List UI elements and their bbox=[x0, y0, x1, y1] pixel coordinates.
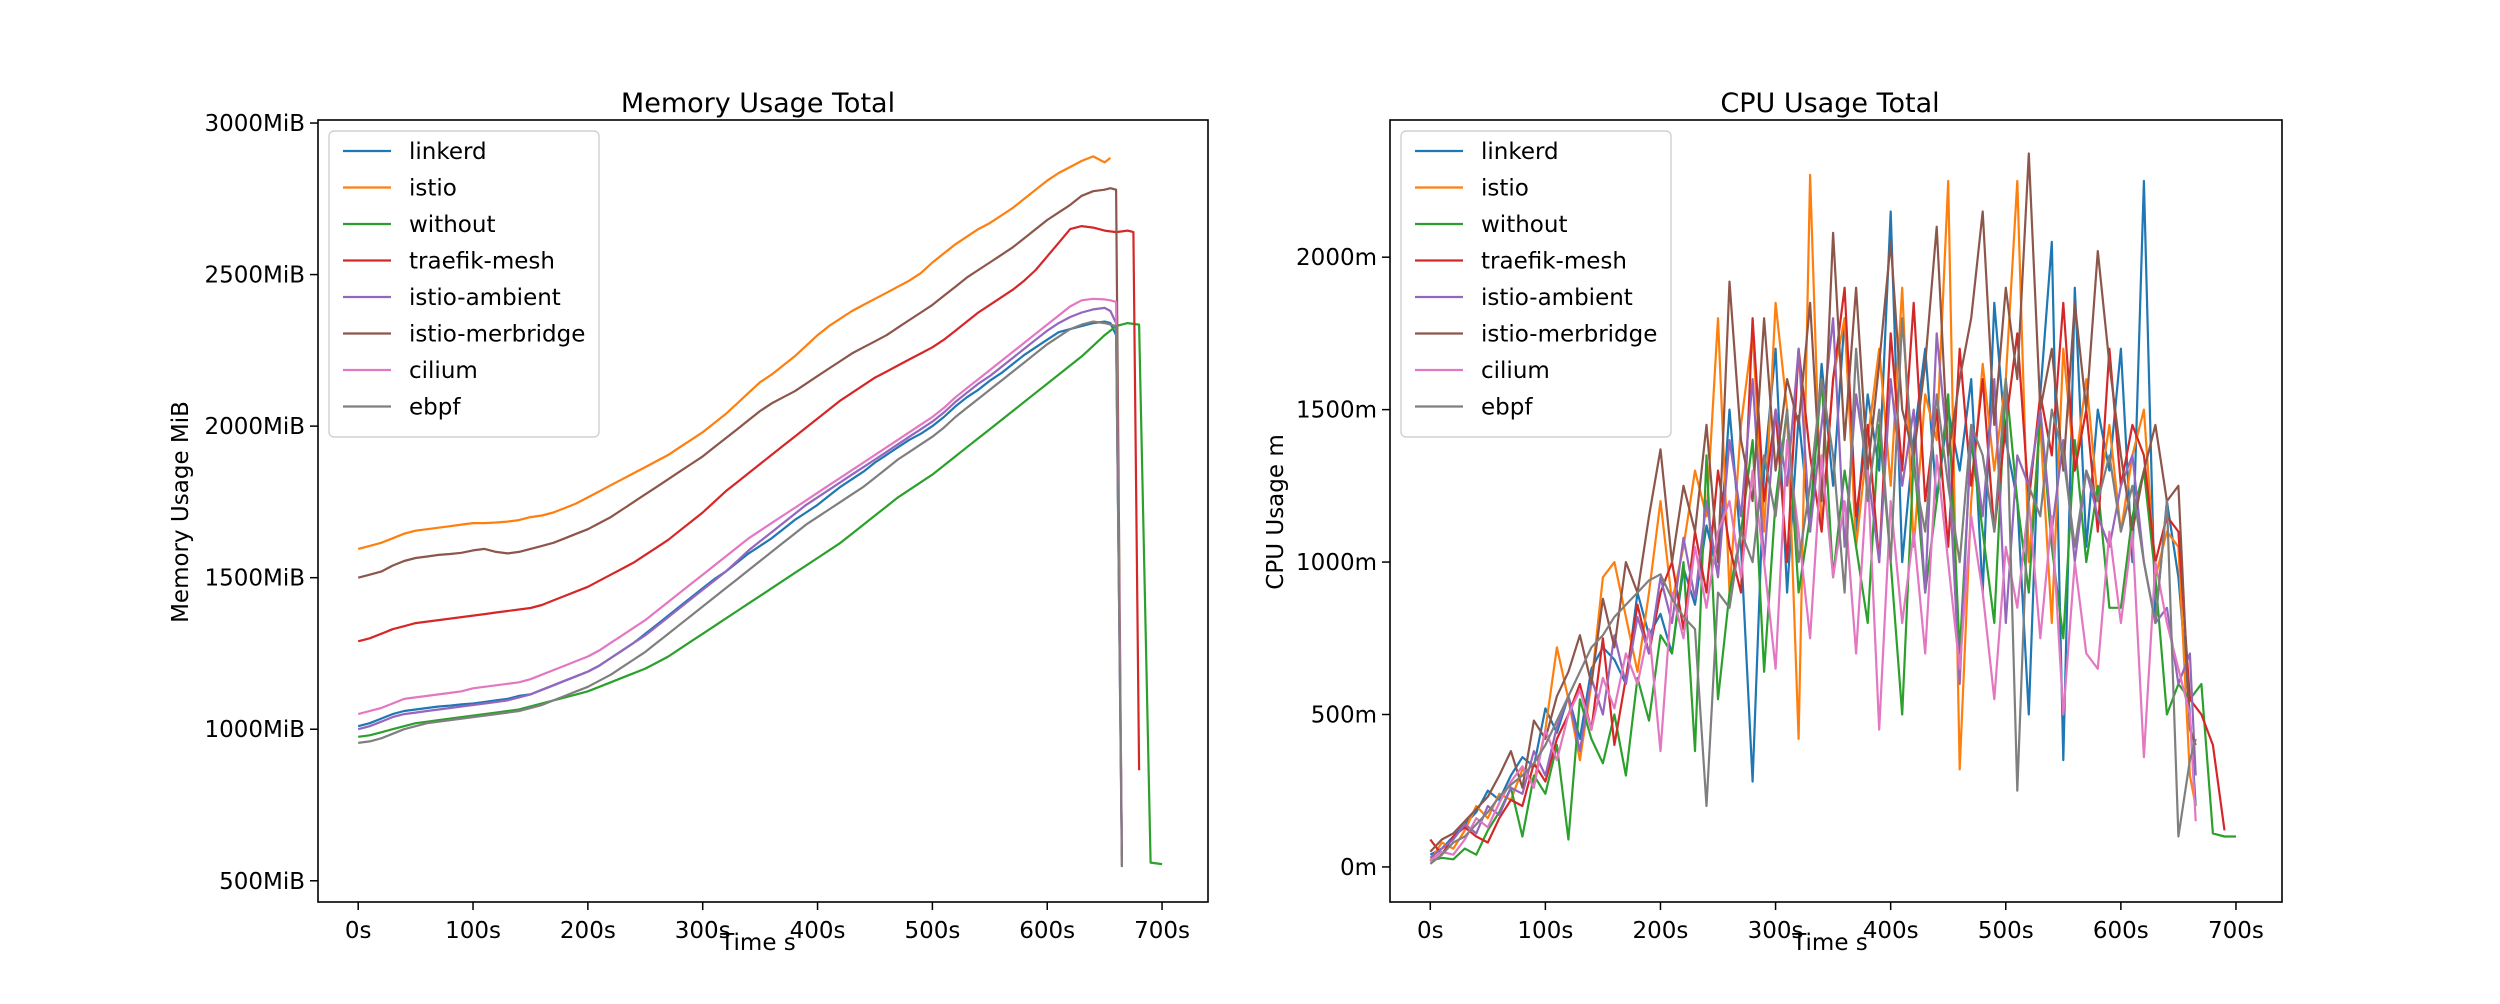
x-tick-label: 100s bbox=[445, 918, 501, 944]
plot-area: 0s 100s 200s 300s 400s 500s 600s 700s 0m 500m 1000… bbox=[1296, 119, 2283, 944]
x-tick-label: 0s bbox=[345, 918, 372, 944]
x-tick-label: 700s bbox=[2208, 918, 2264, 944]
legend-label-linkerd: linkerd bbox=[1481, 139, 1559, 165]
x-tick-label: 400s bbox=[1863, 918, 1919, 944]
series-group bbox=[357, 155, 1163, 868]
x-tick-label: 100s bbox=[1517, 918, 1573, 944]
series-line-cilium bbox=[1429, 439, 2197, 862]
memory-usage-chart: Memory Usage Total Time s Memory Usage M… bbox=[168, 88, 1209, 956]
y-tick-label: 2500MiB bbox=[204, 263, 305, 289]
legend-label-istio: istio bbox=[1481, 176, 1529, 202]
series-line-traefik-mesh bbox=[357, 225, 1141, 771]
x-axis-label: Time s bbox=[719, 930, 796, 956]
x-axis-label: Time s bbox=[1791, 930, 1868, 956]
series-line-linkerd bbox=[357, 320, 1123, 854]
series-group bbox=[1429, 152, 2236, 865]
legend-label-linkerd: linkerd bbox=[409, 139, 487, 165]
series-line-without bbox=[358, 322, 1163, 866]
y-axis-label: Memory Usage MiB bbox=[168, 401, 194, 623]
y-tick-label: 1000m bbox=[1296, 550, 1377, 576]
legend-label-traefik-mesh: traefik-mesh bbox=[409, 249, 555, 275]
y-tick-label: 2000m bbox=[1296, 245, 1377, 271]
x-tick-label: 300s bbox=[1748, 918, 1804, 944]
axes-frame bbox=[1389, 119, 2283, 903]
series-line-cilium bbox=[357, 297, 1123, 845]
legend-label-istio-merbridge: istio-merbridge bbox=[409, 322, 585, 348]
y-tick-label: 2000MiB bbox=[204, 414, 305, 440]
series-line-ebpf bbox=[1429, 317, 2197, 865]
series-line-ebpf bbox=[358, 320, 1123, 868]
legend-label-istio: istio bbox=[409, 176, 457, 202]
x-tick-label: 700s bbox=[1134, 918, 1190, 944]
x-tick-label: 200s bbox=[1633, 918, 1689, 944]
y-axis-label: CPU Usage m bbox=[1263, 434, 1289, 589]
x-tick-label: 0s bbox=[1417, 918, 1444, 944]
legend: linkerd istio without traefik-mesh istio-amb… bbox=[1400, 130, 1672, 438]
legend-box bbox=[1400, 130, 1672, 438]
axes-frame bbox=[317, 119, 1209, 903]
legend-label-without: without bbox=[1481, 212, 1567, 238]
chart-title: Memory Usage Total bbox=[621, 88, 895, 119]
series-line-istio-ambient bbox=[357, 306, 1123, 857]
x-tick-label: 600s bbox=[1019, 918, 1075, 944]
x-tick-label: 300s bbox=[675, 918, 731, 944]
chart-title: CPU Usage Total bbox=[1720, 88, 1939, 119]
legend-label-traefik-mesh: traefik-mesh bbox=[1481, 249, 1627, 275]
plot-area: 0s 100s 200s 300s 400s 500s 600s 700s 500MiB 1000… bbox=[204, 111, 1209, 944]
y-tick-label: 0m bbox=[1340, 855, 1377, 881]
legend-label-cilium: cilium bbox=[409, 358, 478, 384]
legend-label-cilium: cilium bbox=[1481, 358, 1550, 384]
legend-label-ebpf: ebpf bbox=[409, 395, 461, 421]
x-tick-label: 400s bbox=[790, 918, 846, 944]
y-tick-label: 500m bbox=[1311, 703, 1377, 729]
x-tick-label: 200s bbox=[560, 918, 616, 944]
y-tick-label: 3000MiB bbox=[204, 111, 305, 137]
y-tick-label: 1500m bbox=[1296, 398, 1377, 424]
legend: linkerd istio without traefik-mesh istio-amb… bbox=[328, 130, 600, 438]
y-tick-label: 1000MiB bbox=[204, 717, 305, 743]
series-line-traefik-mesh bbox=[1429, 286, 2226, 856]
series-line-istio-merbridge bbox=[1429, 152, 2197, 853]
legend-label-without: without bbox=[409, 212, 495, 238]
legend-label-istio-ambient: istio-ambient bbox=[1481, 285, 1633, 311]
series-line-istio-merbridge bbox=[357, 187, 1123, 866]
x-tick-label: 500s bbox=[904, 918, 960, 944]
legend-label-istio-ambient: istio-ambient bbox=[409, 285, 561, 311]
legend-label-ebpf: ebpf bbox=[1481, 395, 1533, 421]
legend-box bbox=[328, 130, 600, 438]
cpu-usage-chart: CPU Usage Total Time s CPU Usage m 0s 100… bbox=[1263, 88, 2283, 956]
series-line-istio bbox=[357, 155, 1112, 550]
legend-label-istio-merbridge: istio-merbridge bbox=[1481, 322, 1657, 348]
y-tick-label: 500MiB bbox=[219, 869, 305, 895]
x-tick-label: 600s bbox=[2093, 918, 2149, 944]
x-tick-label: 500s bbox=[1978, 918, 2034, 944]
series-line-istio-ambient bbox=[1429, 317, 2197, 859]
y-tick-label: 1500MiB bbox=[204, 566, 305, 592]
